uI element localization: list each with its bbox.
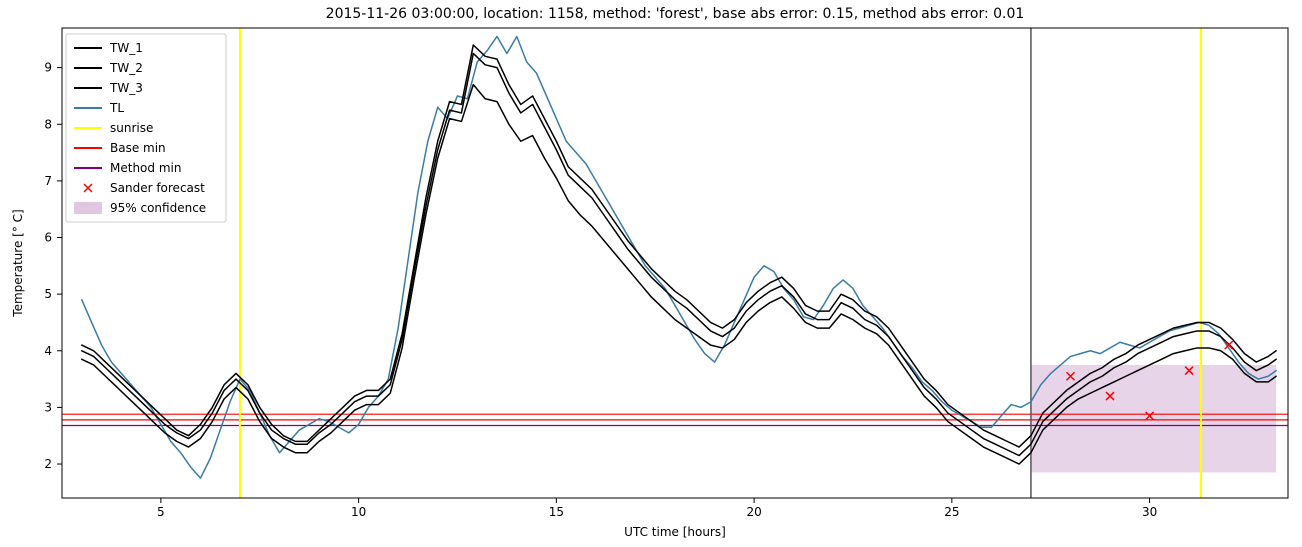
- legend-label: TL: [109, 101, 124, 115]
- legend-label: 95% confidence: [110, 201, 206, 215]
- confidence-band: [1031, 365, 1276, 473]
- legend-swatch: [74, 202, 102, 214]
- ytick-label: 9: [44, 61, 52, 75]
- legend-label: TW_2: [109, 61, 143, 75]
- legend-label: Method min: [110, 161, 181, 175]
- legend: TW_1 TW_2 TW_3 TL sunrise Base min Method min S…: [66, 34, 226, 222]
- xtick-label: 30: [1142, 505, 1157, 519]
- ytick-label: 2: [44, 457, 52, 471]
- legend-label: Sander forecast: [110, 181, 205, 195]
- chart-title: 2015-11-26 03:00:00, location: 1158, met…: [326, 6, 1025, 22]
- legend-label: Base min: [110, 141, 166, 155]
- legend-label: sunrise: [110, 121, 153, 135]
- legend-label: TW_1: [109, 41, 143, 55]
- ytick-label: 4: [44, 344, 52, 358]
- xtick-label: 5: [157, 505, 165, 519]
- ytick-label: 6: [44, 231, 52, 245]
- ytick-label: 5: [44, 287, 52, 301]
- xtick-label: 25: [944, 505, 959, 519]
- y-axis-label: Temperature [° C]: [11, 209, 25, 317]
- chart-svg: 2015-11-26 03:00:00, location: 1158, met…: [0, 0, 1302, 547]
- ytick-label: 7: [44, 174, 52, 188]
- xtick-label: 15: [549, 505, 564, 519]
- xtick-label: 10: [351, 505, 366, 519]
- chart-container: 2015-11-26 03:00:00, location: 1158, met…: [0, 0, 1302, 547]
- ytick-label: 3: [44, 400, 52, 414]
- xtick-label: 20: [746, 505, 761, 519]
- x-axis-label: UTC time [hours]: [624, 525, 726, 539]
- legend-label: TW_3: [109, 81, 143, 95]
- ytick-label: 8: [44, 117, 52, 131]
